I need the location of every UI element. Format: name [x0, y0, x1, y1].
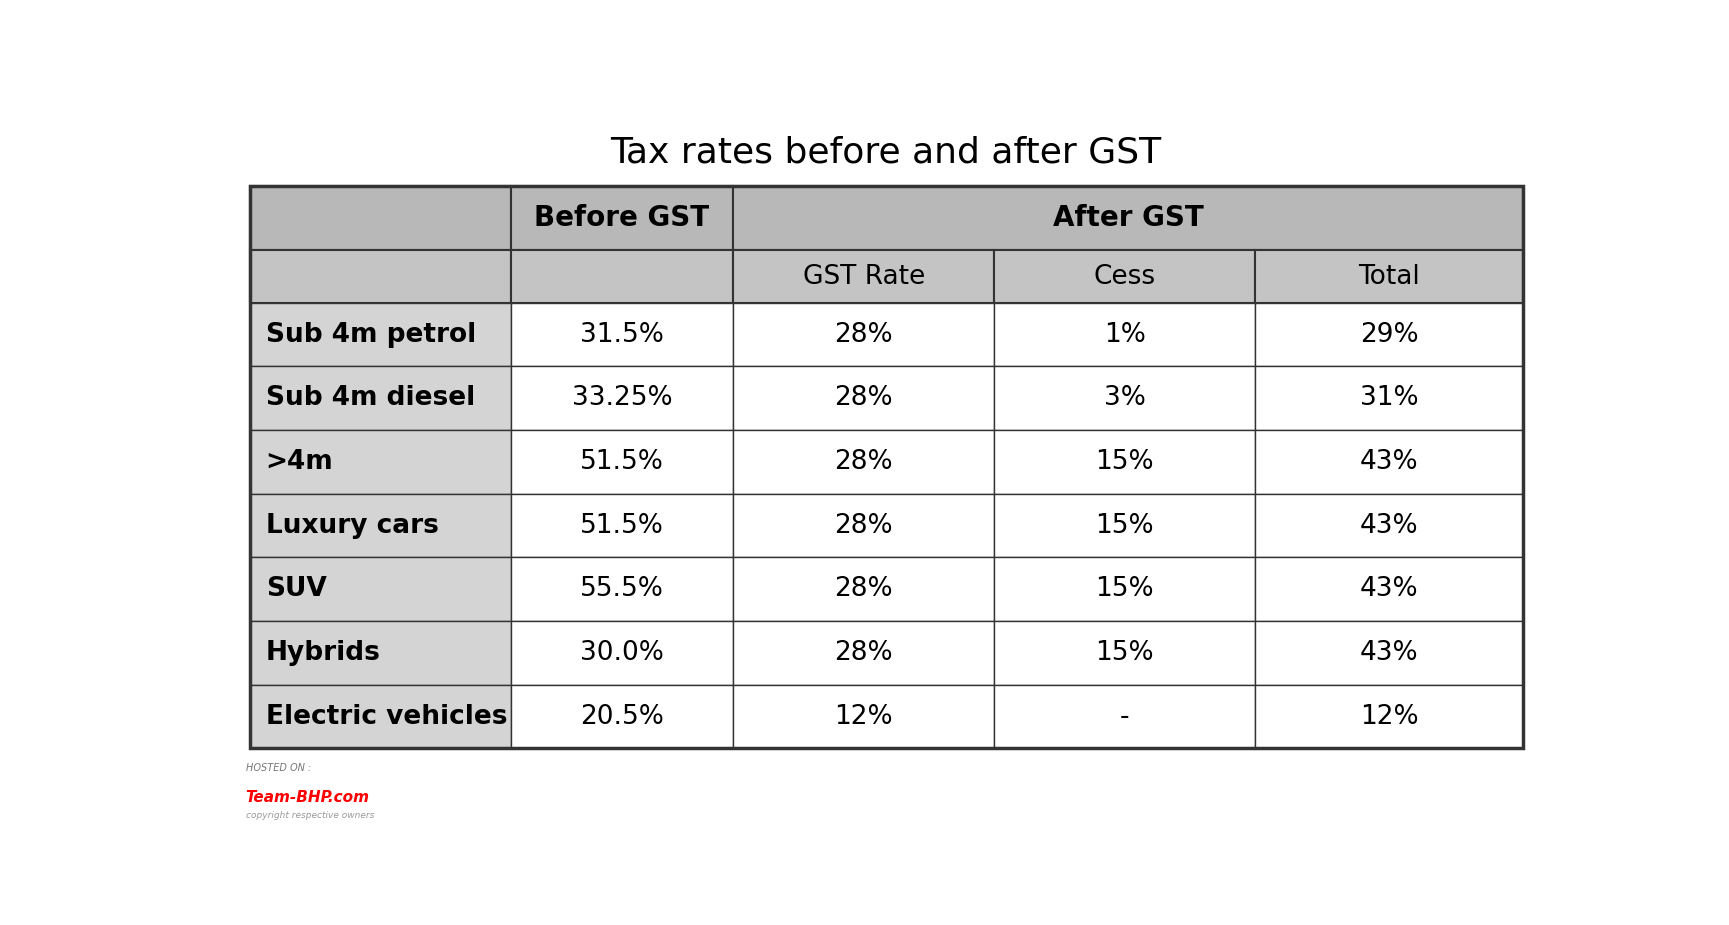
Text: 55.5%: 55.5% [579, 576, 664, 602]
Bar [1255, 366, 1523, 430]
Bar [249, 558, 510, 622]
Bar [733, 558, 994, 622]
Text: GST Rate: GST Rate [802, 264, 925, 290]
Bar [249, 430, 510, 494]
Bar [994, 684, 1255, 748]
Bar [994, 622, 1255, 684]
Text: 12%: 12% [835, 704, 894, 730]
Bar [510, 430, 733, 494]
Bar [249, 366, 510, 430]
Text: 28%: 28% [835, 640, 894, 666]
Bar [1255, 622, 1523, 684]
Text: Total: Total [1357, 264, 1420, 290]
Bar [510, 558, 733, 622]
Text: 28%: 28% [835, 322, 894, 348]
Bar [510, 684, 733, 748]
Text: 30.0%: 30.0% [579, 640, 664, 666]
Text: 31.5%: 31.5% [579, 322, 664, 348]
Text: 15%: 15% [1096, 449, 1155, 475]
Bar [249, 251, 510, 302]
Text: 31%: 31% [1359, 386, 1418, 412]
Bar [1255, 251, 1523, 302]
Bar [994, 558, 1255, 622]
Bar [510, 186, 733, 251]
Text: 15%: 15% [1096, 640, 1155, 666]
Text: Electric vehicles: Electric vehicles [266, 704, 507, 730]
Bar [249, 684, 510, 748]
Text: 43%: 43% [1359, 576, 1418, 602]
Text: 15%: 15% [1096, 576, 1155, 602]
Text: Tax rates before and after GST: Tax rates before and after GST [610, 136, 1162, 170]
Text: 28%: 28% [835, 576, 894, 602]
Bar [1255, 494, 1523, 558]
Bar [733, 684, 994, 748]
Bar [249, 622, 510, 684]
Text: 43%: 43% [1359, 640, 1418, 666]
Text: Sub 4m diesel: Sub 4m diesel [266, 386, 475, 412]
Bar [733, 622, 994, 684]
Bar [994, 430, 1255, 494]
Bar [733, 430, 994, 494]
Text: After GST: After GST [1053, 204, 1203, 232]
Bar [733, 302, 994, 366]
Text: 12%: 12% [1359, 704, 1418, 730]
Text: HOSTED ON :: HOSTED ON : [246, 763, 311, 773]
Bar [510, 251, 733, 302]
Bar [249, 494, 510, 558]
Bar [733, 186, 1523, 251]
Bar [994, 366, 1255, 430]
Text: 43%: 43% [1359, 512, 1418, 538]
Bar [994, 494, 1255, 558]
Text: 33.25%: 33.25% [572, 386, 673, 412]
Bar [249, 302, 510, 366]
Text: 51.5%: 51.5% [579, 512, 664, 538]
Text: 43%: 43% [1359, 449, 1418, 475]
Bar [1255, 302, 1523, 366]
Bar [733, 494, 994, 558]
Bar [249, 186, 1523, 748]
Bar [733, 366, 994, 430]
Text: -: - [1120, 704, 1129, 730]
Text: 20.5%: 20.5% [579, 704, 664, 730]
Text: Team-BHP.com: Team-BHP.com [246, 791, 370, 806]
Text: Cess: Cess [1094, 264, 1157, 290]
Text: Luxury cars: Luxury cars [266, 512, 439, 538]
Text: copyright respective owners: copyright respective owners [246, 810, 373, 820]
Text: 51.5%: 51.5% [579, 449, 664, 475]
Bar [510, 302, 733, 366]
Bar [1255, 430, 1523, 494]
Bar [1255, 558, 1523, 622]
Bar [510, 366, 733, 430]
Bar [510, 494, 733, 558]
Bar [733, 251, 994, 302]
Bar [1255, 684, 1523, 748]
Bar [510, 622, 733, 684]
Text: 1%: 1% [1103, 322, 1146, 348]
Text: 29%: 29% [1359, 322, 1418, 348]
Bar [249, 186, 510, 251]
Text: 3%: 3% [1103, 386, 1146, 412]
Text: 28%: 28% [835, 512, 894, 538]
Text: Before GST: Before GST [534, 204, 709, 232]
Text: Hybrids: Hybrids [266, 640, 380, 666]
Text: >4m: >4m [266, 449, 334, 475]
Bar [994, 251, 1255, 302]
Text: 28%: 28% [835, 386, 894, 412]
Text: 15%: 15% [1096, 512, 1155, 538]
Text: 28%: 28% [835, 449, 894, 475]
Text: SUV: SUV [266, 576, 327, 602]
Bar [994, 302, 1255, 366]
Text: Sub 4m petrol: Sub 4m petrol [266, 322, 475, 348]
